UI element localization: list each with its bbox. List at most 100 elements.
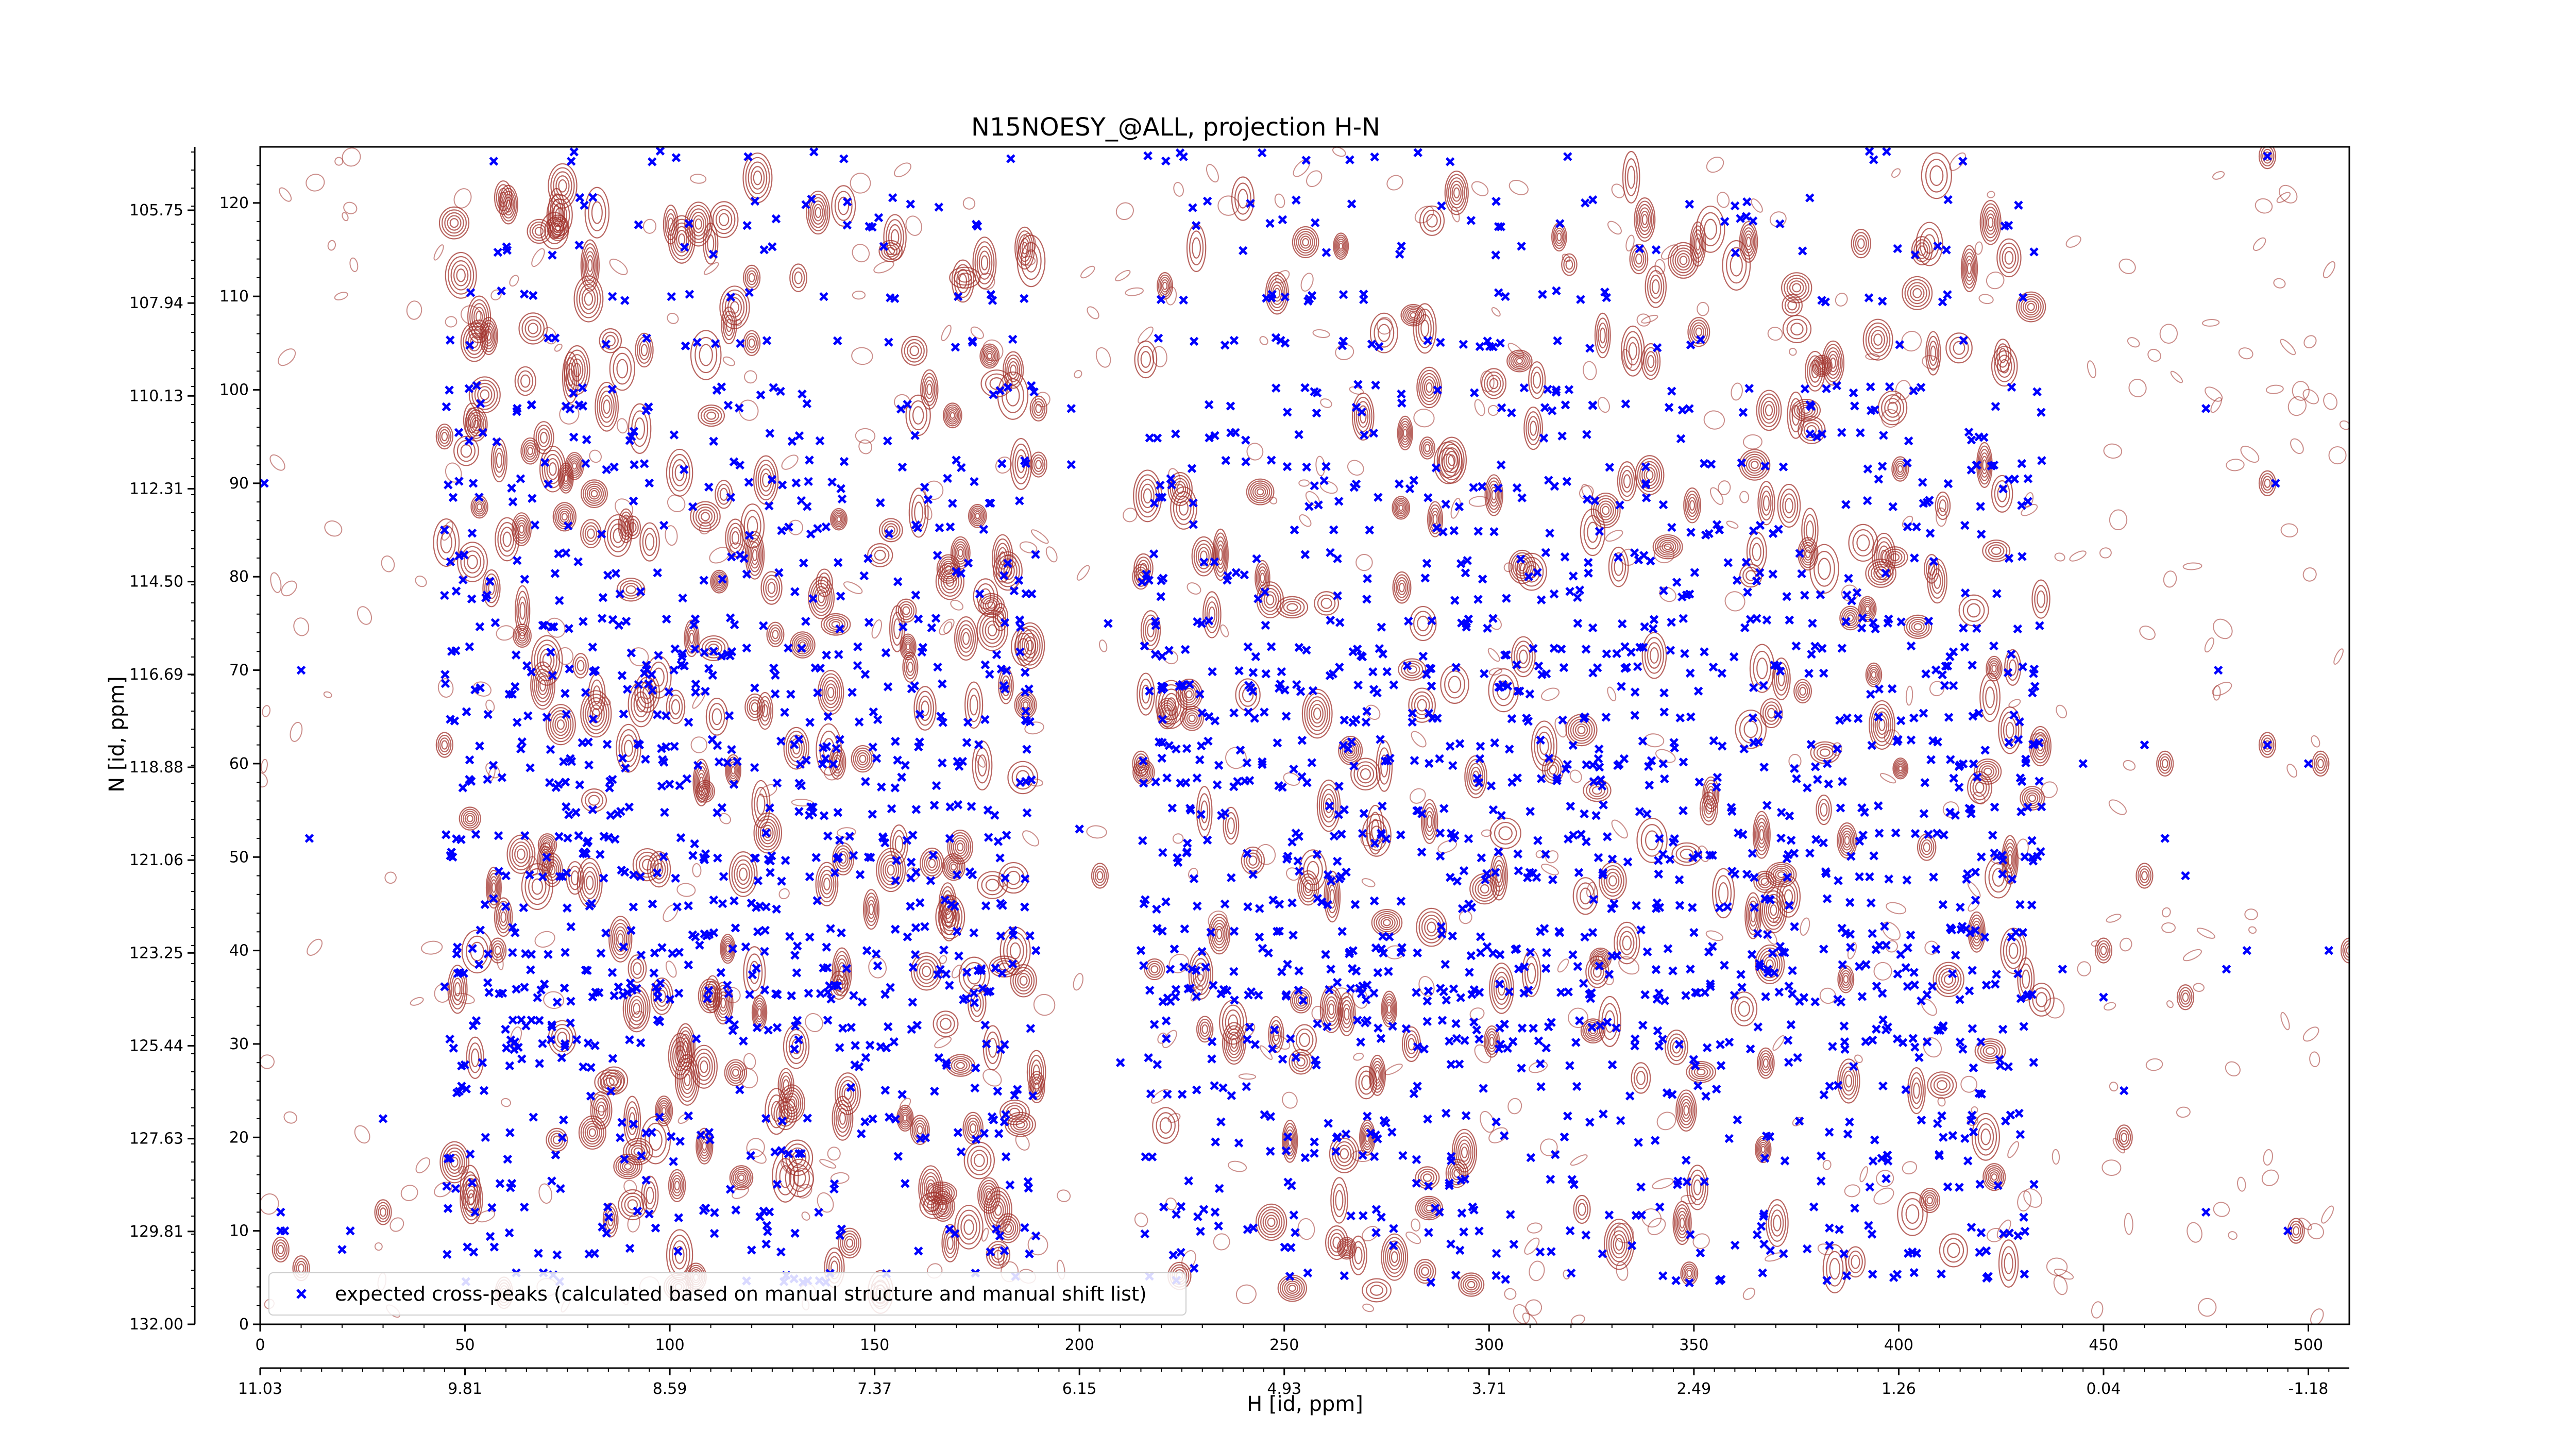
noise-contour [1525, 1299, 1543, 1316]
noise-contour [1706, 156, 1724, 173]
noise-contour [1361, 878, 1376, 887]
noise-contour [1299, 514, 1312, 527]
contour-ring [494, 447, 504, 473]
noise-contour [2279, 184, 2298, 204]
noise-contour [855, 428, 876, 444]
contour-ring [950, 863, 957, 871]
contour-ring [953, 1059, 968, 1071]
contour-ring [439, 1141, 470, 1184]
noise-contour [1717, 192, 1730, 208]
noise-contour [1225, 747, 1247, 769]
noise-contour [1835, 293, 1848, 307]
contour-ring [558, 179, 567, 193]
contour-ring [823, 878, 831, 891]
contour-ring [783, 727, 809, 770]
contour-ring [449, 218, 459, 228]
contour-ring [524, 319, 541, 338]
contour-ring [500, 527, 515, 552]
noise-contour [357, 606, 372, 625]
contour-ring [816, 723, 842, 776]
contour-ring [838, 196, 850, 215]
noise-contour [1080, 265, 1095, 279]
contour-ring [630, 958, 645, 979]
contour-ring [719, 995, 728, 1012]
noise-contour [1509, 180, 1529, 195]
contour-ring [749, 699, 761, 715]
noise-contour [1905, 685, 1913, 706]
contour-ring [578, 1115, 606, 1150]
contour-ring [987, 352, 993, 360]
noise-contour [1019, 541, 1038, 553]
noise-contour [1986, 272, 2005, 290]
contour-ring [674, 226, 690, 253]
noise-contour [1437, 840, 1457, 853]
contour-ring [521, 315, 545, 341]
contour-ring [994, 1204, 1002, 1216]
contour-ring [633, 962, 642, 975]
contour-ring [851, 745, 875, 773]
noise-contour [1099, 639, 1108, 652]
noise-contour [2328, 446, 2347, 465]
contour-ring [832, 947, 852, 997]
contour-ring [501, 191, 516, 219]
noise-contour [778, 888, 790, 900]
noise-contour [1822, 1159, 1832, 1170]
noise-contour [1978, 294, 1994, 305]
noise-contour [1491, 307, 1501, 317]
noise-contour [665, 525, 678, 546]
contour-ring [447, 215, 462, 231]
contour-ring [816, 589, 827, 606]
noise-contour [2127, 337, 2140, 348]
noise-contour [2017, 1190, 2032, 1212]
contour-ring [453, 435, 479, 466]
noise-contour [1459, 911, 1472, 924]
contour-ring [514, 517, 529, 542]
noise-contour [554, 343, 563, 352]
contour-ring [724, 1059, 748, 1086]
noise-contour [283, 1111, 298, 1124]
noise-contour [1150, 1089, 1170, 1104]
noise-contour [1181, 1250, 1196, 1270]
noise-contour [2323, 393, 2337, 410]
noise-contour [1411, 731, 1427, 748]
noise-contour [324, 520, 343, 537]
noise-contour [690, 736, 707, 753]
noise-contour [334, 292, 348, 301]
noise-contour [801, 1211, 810, 1221]
noise-contour [1269, 496, 1278, 504]
noise-contour [1968, 900, 1980, 912]
contour-ring [900, 603, 912, 618]
noise-contour [1187, 582, 1201, 595]
contour-ring [703, 409, 719, 423]
noise-contour [836, 827, 856, 838]
noise-contour [1659, 586, 1676, 602]
contour-ring [684, 619, 700, 658]
noise-contour [2102, 1159, 2122, 1176]
noise-contour [709, 547, 731, 564]
noise-contour [2128, 379, 2147, 397]
contour-ring [790, 738, 803, 759]
contour-ring [588, 1128, 596, 1137]
noise-contour [1468, 496, 1489, 507]
noise-contour [2237, 1176, 2246, 1192]
noise-contour [2166, 1000, 2174, 1008]
noise-contour [1859, 1166, 1868, 1183]
contour-ring [808, 576, 835, 619]
noise-contour [1554, 717, 1567, 738]
noise-contour [1414, 206, 1434, 224]
contour-ring [947, 859, 960, 875]
noise-contour [269, 454, 285, 471]
noise-contour [270, 572, 282, 593]
noise-contour [1655, 749, 1676, 763]
noise-contour [384, 871, 397, 884]
noise-contour [2333, 648, 2344, 665]
noise-contour [1974, 241, 1983, 255]
contour-ring [597, 386, 617, 428]
noise-contour [261, 759, 268, 773]
noise-contour [1409, 788, 1426, 804]
noise-contour [1087, 306, 1099, 319]
noise-contour [2310, 1308, 2324, 1324]
noise-contour [2182, 949, 2202, 962]
contour-ring [949, 266, 981, 289]
noise-contour [400, 1185, 418, 1201]
